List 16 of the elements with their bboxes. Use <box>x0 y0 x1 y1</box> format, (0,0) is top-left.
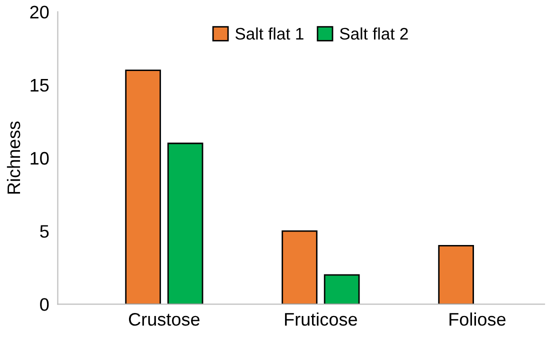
y-tick-label: 20 <box>30 6 49 19</box>
bar <box>438 244 474 304</box>
bar <box>324 274 360 304</box>
y-axis-title: Richness <box>6 122 20 194</box>
legend-label: Salt flat 2 <box>340 27 408 40</box>
x-tick-label: Foliose <box>450 312 506 326</box>
y-tick-label: 0 <box>40 298 49 311</box>
bar <box>167 142 204 304</box>
bar <box>282 230 318 304</box>
y-tick-label: 15 <box>30 79 49 92</box>
x-tick-label: Fruticose <box>285 312 358 326</box>
bar <box>125 70 161 304</box>
y-tick-label: 5 <box>40 225 49 238</box>
x-tick-label: Crustose <box>128 312 200 326</box>
legend-label: Salt flat 1 <box>235 27 304 40</box>
y-tick-label: 10 <box>30 152 49 165</box>
